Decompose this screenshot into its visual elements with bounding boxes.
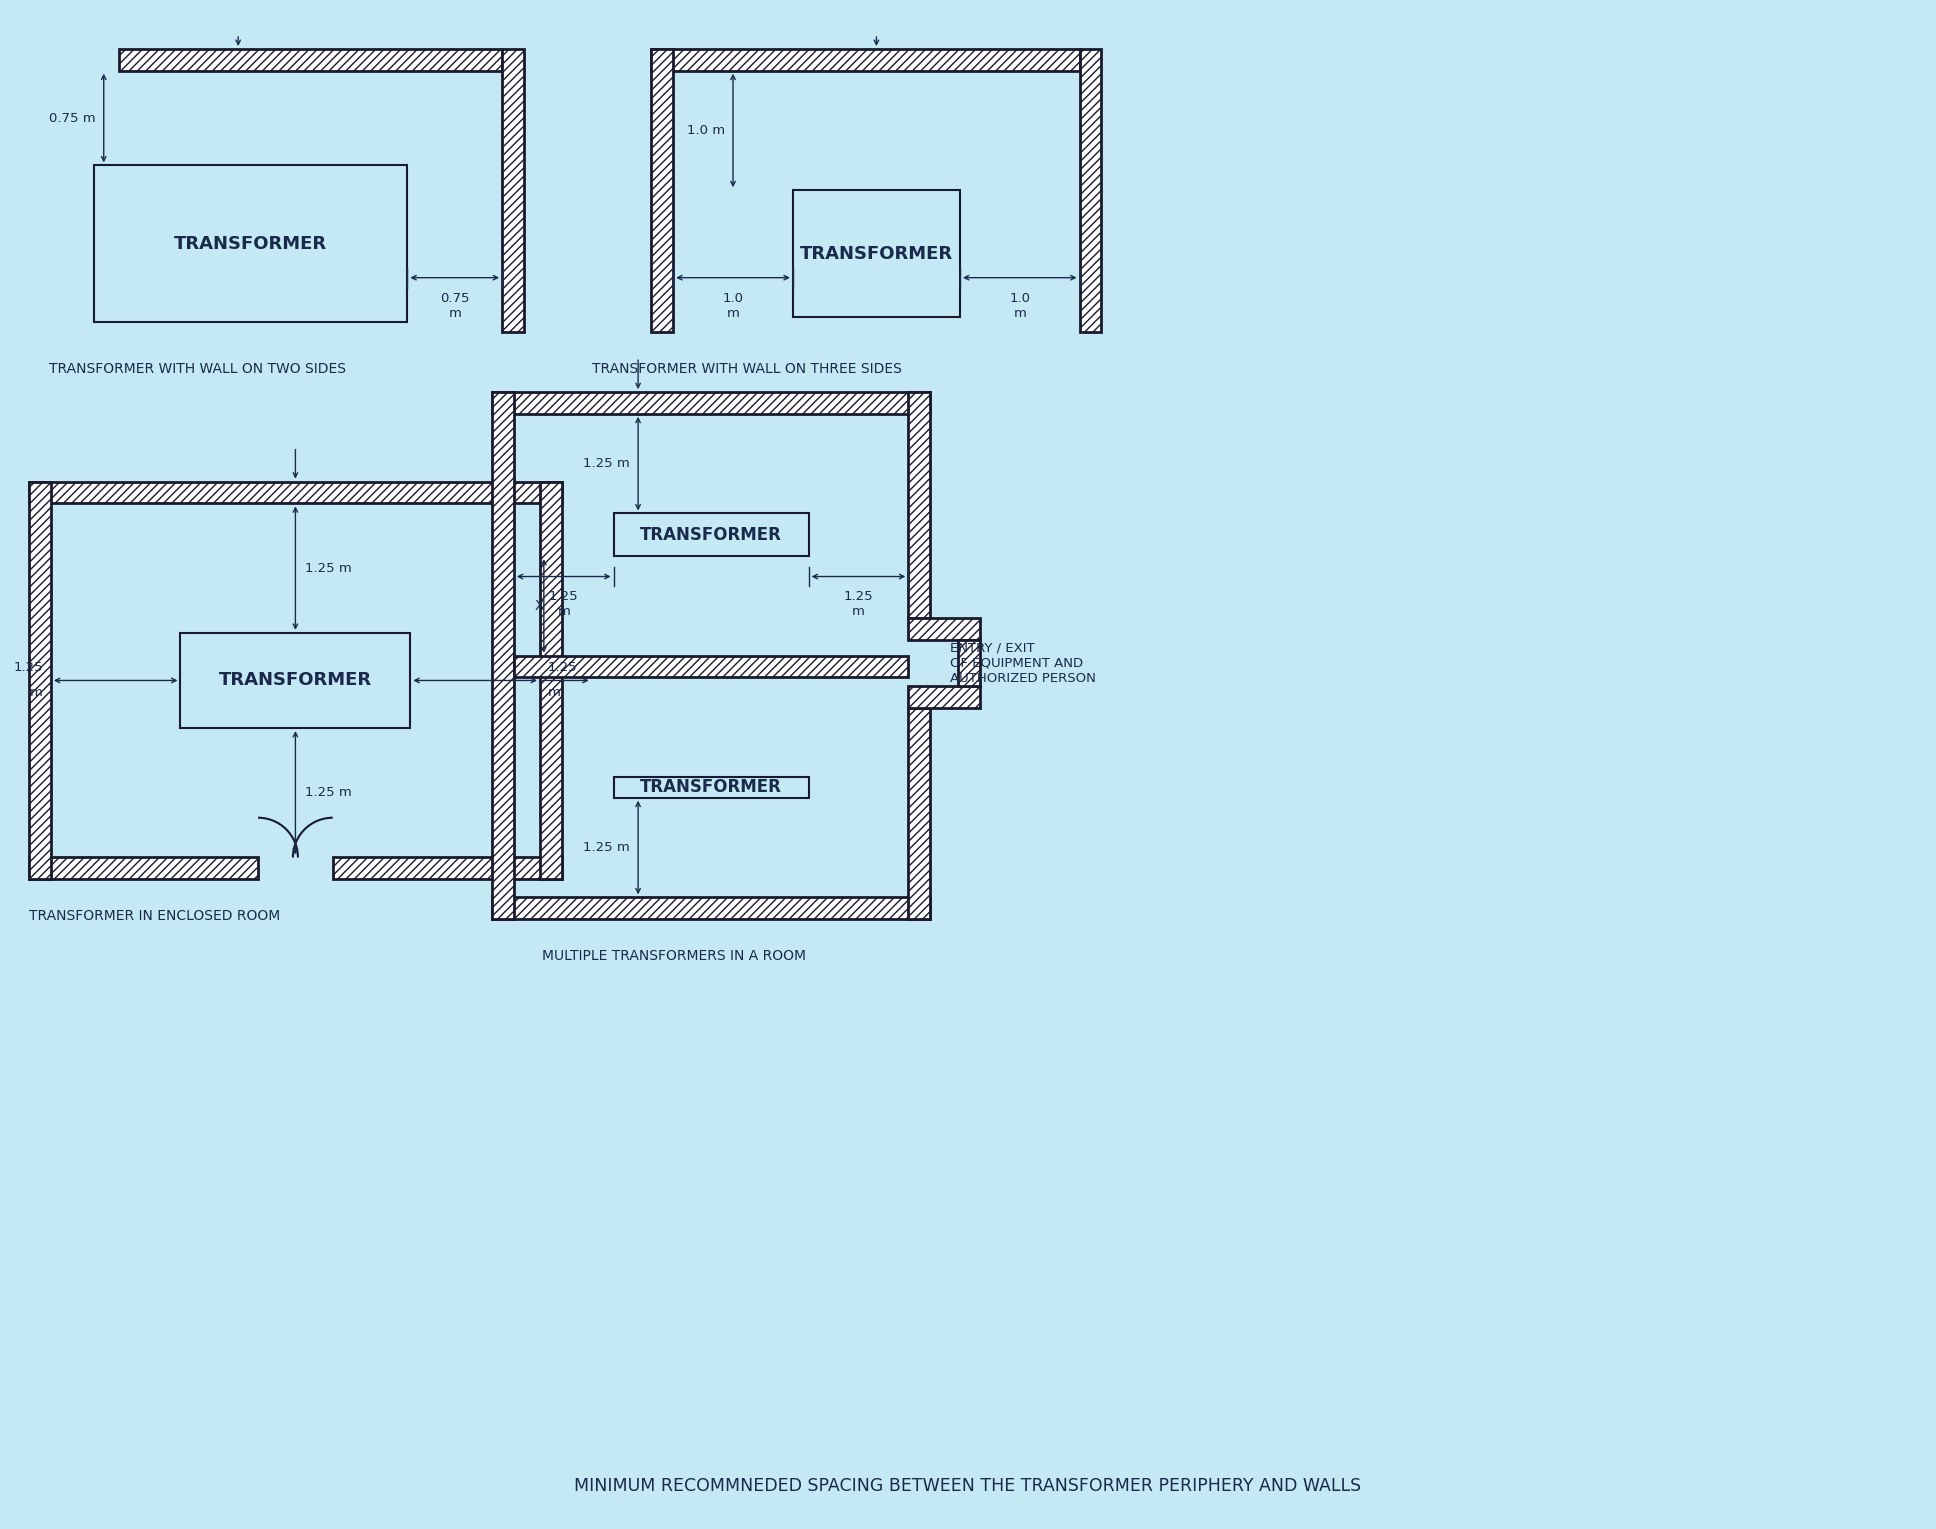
Bar — [29, 482, 50, 879]
Bar — [614, 777, 809, 798]
Text: TRANSFORMER: TRANSFORMER — [641, 778, 782, 797]
Text: TRANSFORMER WITH WALL ON THREE SIDES: TRANSFORMER WITH WALL ON THREE SIDES — [592, 362, 902, 376]
Bar — [650, 49, 674, 332]
Text: TRANSFORMER WITH WALL ON TWO SIDES: TRANSFORMER WITH WALL ON TWO SIDES — [48, 362, 347, 376]
Bar — [513, 656, 908, 677]
Text: 1.25
m: 1.25 m — [550, 590, 579, 618]
Text: m: m — [31, 687, 43, 699]
Bar — [540, 482, 561, 879]
Text: 0.75 m: 0.75 m — [48, 112, 95, 124]
Text: TRANSFORMER: TRANSFORMER — [641, 526, 782, 544]
Bar — [650, 49, 1080, 70]
Text: 1.0 m: 1.0 m — [687, 124, 726, 138]
Text: 1.25
m: 1.25 m — [844, 590, 873, 618]
Bar — [792, 190, 960, 318]
Bar — [492, 391, 929, 414]
Text: 1.0
m: 1.0 m — [1009, 292, 1030, 320]
Bar — [908, 708, 929, 919]
Bar — [29, 482, 561, 503]
Text: 1.0
m: 1.0 m — [722, 292, 743, 320]
Text: MULTIPLE TRANSFORMERS IN A ROOM: MULTIPLE TRANSFORMERS IN A ROOM — [542, 950, 805, 963]
Bar — [501, 49, 525, 332]
Text: X: X — [534, 599, 544, 613]
Bar — [118, 49, 501, 70]
Bar — [1080, 49, 1102, 332]
Text: 1.25 m: 1.25 m — [306, 786, 352, 800]
Bar — [180, 633, 410, 728]
Text: 1.25: 1.25 — [548, 662, 577, 674]
Bar — [908, 391, 929, 618]
Text: TRANSFORMER: TRANSFORMER — [174, 235, 327, 252]
Text: 1.25 m: 1.25 m — [306, 561, 352, 575]
Text: m: m — [548, 687, 561, 699]
Text: 1.25 m: 1.25 m — [583, 457, 629, 469]
Text: TRANSFORMER: TRANSFORMER — [800, 245, 953, 263]
Bar — [492, 898, 929, 919]
Bar — [614, 514, 809, 557]
Text: TRANSFORMER IN ENCLOSED ROOM: TRANSFORMER IN ENCLOSED ROOM — [29, 910, 281, 924]
Bar — [492, 391, 513, 919]
Bar — [29, 858, 257, 879]
Text: 1.25: 1.25 — [14, 662, 43, 674]
Bar — [333, 858, 561, 879]
Text: MINIMUM RECOMMNEDED SPACING BETWEEN THE TRANSFORMER PERIPHERY AND WALLS: MINIMUM RECOMMNEDED SPACING BETWEEN THE … — [575, 1477, 1361, 1495]
Bar — [908, 618, 980, 639]
Text: 1.25 m: 1.25 m — [583, 841, 629, 855]
Bar — [958, 639, 980, 687]
Bar — [93, 165, 407, 323]
Bar — [908, 687, 980, 708]
Text: TRANSFORMER: TRANSFORMER — [219, 671, 372, 690]
Text: 0.75
m: 0.75 m — [439, 292, 469, 320]
Text: ENTRY / EXIT
OF EQUIPMENT AND
AUTHORIZED PERSON: ENTRY / EXIT OF EQUIPMENT AND AUTHORIZED… — [951, 642, 1096, 685]
